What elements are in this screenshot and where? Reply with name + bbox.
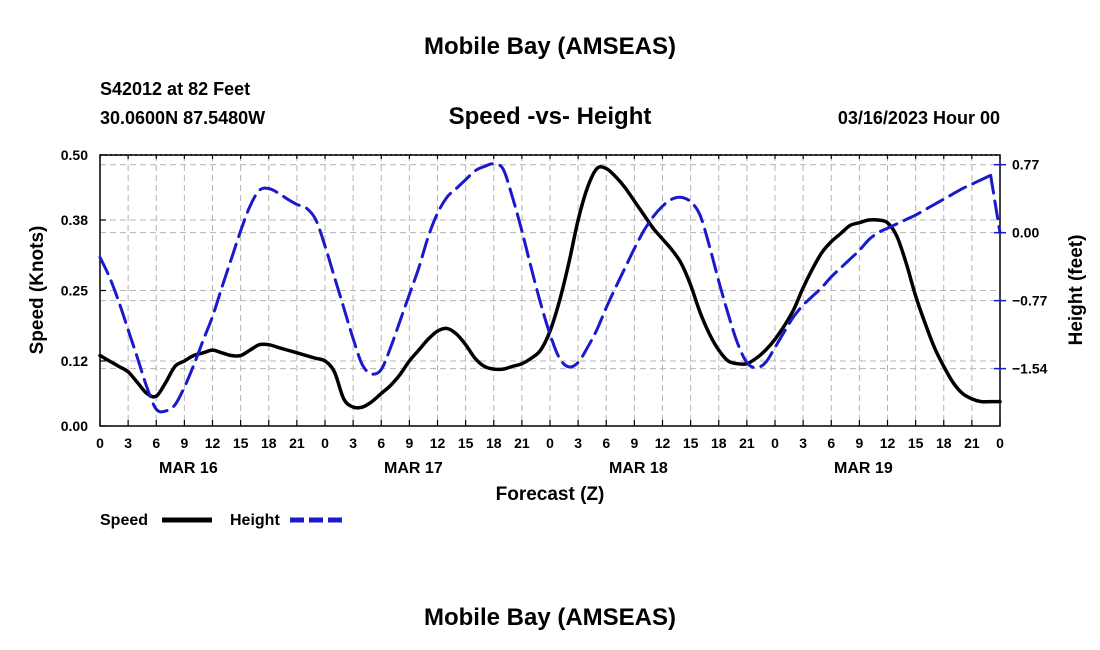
y-tick-label: 0.00 [61,418,88,434]
x-tick-label: 6 [827,435,835,451]
x-tick-label: 21 [514,435,530,451]
x-tick-label: 12 [655,435,671,451]
x-tick-label: 3 [799,435,807,451]
y2-tick-label: −0.77 [1012,293,1048,309]
day-label: MAR 16 [159,460,218,477]
chart-title: Speed -vs- Height [449,103,652,130]
footer-title: Mobile Bay (AMSEAS) [424,604,676,631]
x-tick-label: 9 [855,435,863,451]
legend-height-label: Height [230,512,280,529]
day-label: MAR 19 [834,460,893,477]
x-tick-label: 9 [180,435,188,451]
y-axis-label: Speed (Knots) [27,226,48,355]
legend: Speed Height [100,512,342,529]
x-tick-label: 0 [546,435,554,451]
x-tick-label: 12 [880,435,896,451]
x-tick-label: 15 [683,435,699,451]
series-line-height-end [989,173,1002,235]
x-tick-label: 3 [124,435,132,451]
y-tick-label: 0.50 [61,147,88,163]
x-tick-label: 15 [908,435,924,451]
forecast-date: 03/16/2023 Hour 00 [838,108,1000,128]
x-tick-label: 0 [321,435,329,451]
x-tick-label: 18 [936,435,952,451]
series-line-height [98,162,993,414]
x-tick-label: 0 [996,435,1004,451]
x-tick-label: 0 [771,435,779,451]
x-axis-label: Forecast (Z) [496,484,605,505]
y2-tick-label: 0.00 [1012,225,1039,241]
x-tick-label: 3 [349,435,357,451]
x-tick-label: 18 [261,435,277,451]
main-title: Mobile Bay (AMSEAS) [424,33,676,60]
x-tick-label: 18 [711,435,727,451]
y-tick-label: 0.38 [61,212,88,228]
x-tick-label: 18 [486,435,502,451]
y-tick-label: 0.25 [61,283,88,299]
x-tick-label: 3 [574,435,582,451]
x-tick-label: 15 [233,435,249,451]
x-tick-label: 6 [377,435,385,451]
x-tick-label: 12 [430,435,446,451]
x-tick-label: 6 [602,435,610,451]
legend-speed-label: Speed [100,512,148,529]
x-tick-label: 21 [964,435,980,451]
y2-axis-label: Height (feet) [1066,235,1087,346]
station-coordinates: 30.0600N 87.5480W [100,108,265,128]
y-tick-label: 0.12 [61,353,88,369]
y2-tick-label: −1.54 [1012,361,1048,377]
day-label: MAR 17 [384,460,443,477]
x-tick-label: 21 [739,435,755,451]
y2-tick-label: 0.77 [1012,157,1039,173]
x-tick-label: 6 [152,435,160,451]
x-tick-label: 21 [289,435,305,451]
grid-lines [100,155,1000,426]
station-id: S42012 at 82 Feet [100,79,250,99]
x-tick-label: 15 [458,435,474,451]
x-tick-label: 9 [405,435,413,451]
axes: 0 3 6 9 12 15 18 21 0 3 6 9 12 15 18 21 0 3 6 9 12 15 18 21 0 3 6 9… [61,147,1048,477]
x-tick-label: 0 [96,435,104,451]
x-tick-label: 12 [205,435,221,451]
x-tick-label: 9 [630,435,638,451]
series-lines [98,162,1002,414]
day-label: MAR 18 [609,460,668,477]
